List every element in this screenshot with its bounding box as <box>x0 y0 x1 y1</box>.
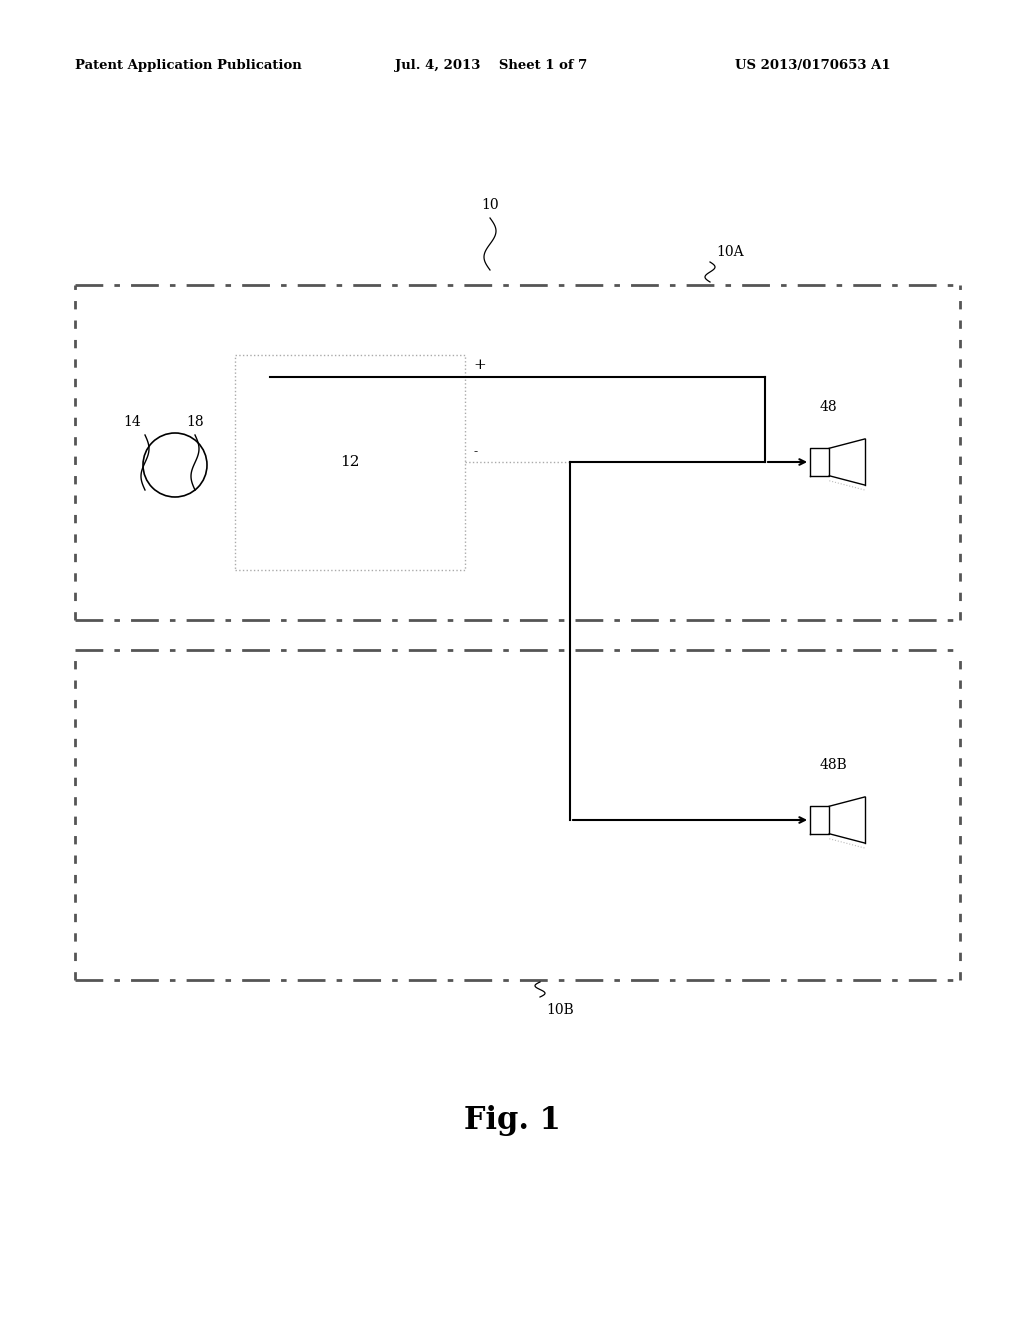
Text: Jul. 4, 2013    Sheet 1 of 7: Jul. 4, 2013 Sheet 1 of 7 <box>395 58 587 71</box>
Text: 18: 18 <box>186 414 204 429</box>
Text: Patent Application Publication: Patent Application Publication <box>75 58 302 71</box>
Text: 12: 12 <box>340 455 359 470</box>
Text: 14: 14 <box>123 414 141 429</box>
Text: 10: 10 <box>481 198 499 213</box>
Text: -: - <box>473 446 477 458</box>
Text: 10A: 10A <box>716 246 743 259</box>
Text: 48B: 48B <box>820 758 848 772</box>
Text: +: + <box>474 358 486 372</box>
Text: US 2013/0170653 A1: US 2013/0170653 A1 <box>735 58 891 71</box>
Text: Fig. 1: Fig. 1 <box>464 1105 560 1135</box>
Text: 10B: 10B <box>546 1003 573 1016</box>
Text: 48: 48 <box>820 400 838 414</box>
